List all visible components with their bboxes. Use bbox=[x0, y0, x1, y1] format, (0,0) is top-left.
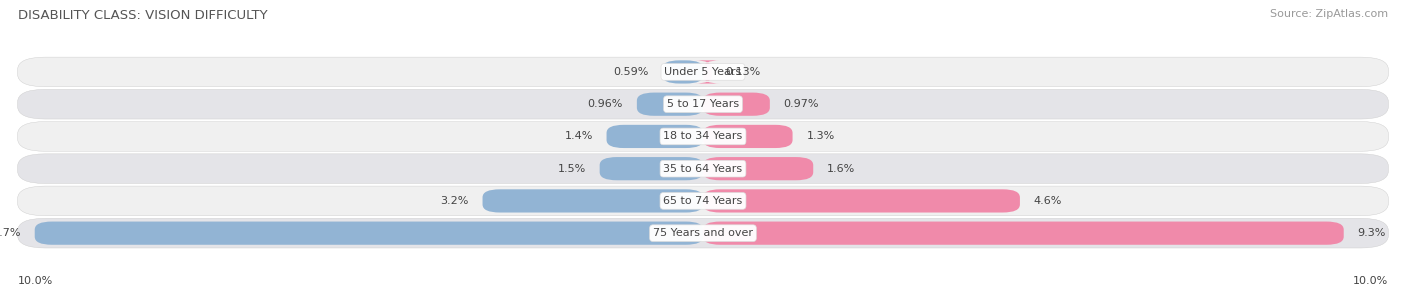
FancyBboxPatch shape bbox=[662, 60, 703, 84]
Text: 1.4%: 1.4% bbox=[564, 131, 593, 141]
Text: Under 5 Years: Under 5 Years bbox=[665, 67, 741, 77]
Text: 10.0%: 10.0% bbox=[18, 276, 53, 286]
FancyBboxPatch shape bbox=[703, 222, 1344, 245]
FancyBboxPatch shape bbox=[695, 60, 720, 84]
Text: 65 to 74 Years: 65 to 74 Years bbox=[664, 196, 742, 206]
Text: 75 Years and over: 75 Years and over bbox=[652, 228, 754, 238]
Text: 3.2%: 3.2% bbox=[440, 196, 468, 206]
Text: 1.6%: 1.6% bbox=[827, 164, 855, 174]
Text: 1.5%: 1.5% bbox=[558, 164, 586, 174]
FancyBboxPatch shape bbox=[17, 89, 1389, 119]
FancyBboxPatch shape bbox=[17, 186, 1389, 216]
FancyBboxPatch shape bbox=[17, 57, 1389, 87]
FancyBboxPatch shape bbox=[17, 154, 1389, 184]
Text: 0.13%: 0.13% bbox=[725, 67, 761, 77]
Text: 5 to 17 Years: 5 to 17 Years bbox=[666, 99, 740, 109]
FancyBboxPatch shape bbox=[703, 93, 770, 116]
FancyBboxPatch shape bbox=[482, 189, 703, 212]
Text: 9.3%: 9.3% bbox=[1358, 228, 1386, 238]
Text: 35 to 64 Years: 35 to 64 Years bbox=[664, 164, 742, 174]
Text: 9.7%: 9.7% bbox=[0, 228, 21, 238]
FancyBboxPatch shape bbox=[17, 218, 1389, 248]
FancyBboxPatch shape bbox=[703, 157, 813, 180]
Text: Source: ZipAtlas.com: Source: ZipAtlas.com bbox=[1270, 9, 1388, 19]
Text: 10.0%: 10.0% bbox=[1353, 276, 1388, 286]
Text: 1.3%: 1.3% bbox=[807, 131, 835, 141]
FancyBboxPatch shape bbox=[703, 189, 1019, 212]
FancyBboxPatch shape bbox=[17, 122, 1389, 151]
Text: 0.97%: 0.97% bbox=[783, 99, 820, 109]
FancyBboxPatch shape bbox=[35, 222, 703, 245]
Text: DISABILITY CLASS: VISION DIFFICULTY: DISABILITY CLASS: VISION DIFFICULTY bbox=[18, 9, 269, 22]
FancyBboxPatch shape bbox=[637, 93, 703, 116]
Text: 0.96%: 0.96% bbox=[588, 99, 623, 109]
Text: 0.59%: 0.59% bbox=[613, 67, 648, 77]
FancyBboxPatch shape bbox=[606, 125, 703, 148]
FancyBboxPatch shape bbox=[599, 157, 703, 180]
Text: 18 to 34 Years: 18 to 34 Years bbox=[664, 131, 742, 141]
FancyBboxPatch shape bbox=[703, 125, 793, 148]
Text: 4.6%: 4.6% bbox=[1033, 196, 1062, 206]
